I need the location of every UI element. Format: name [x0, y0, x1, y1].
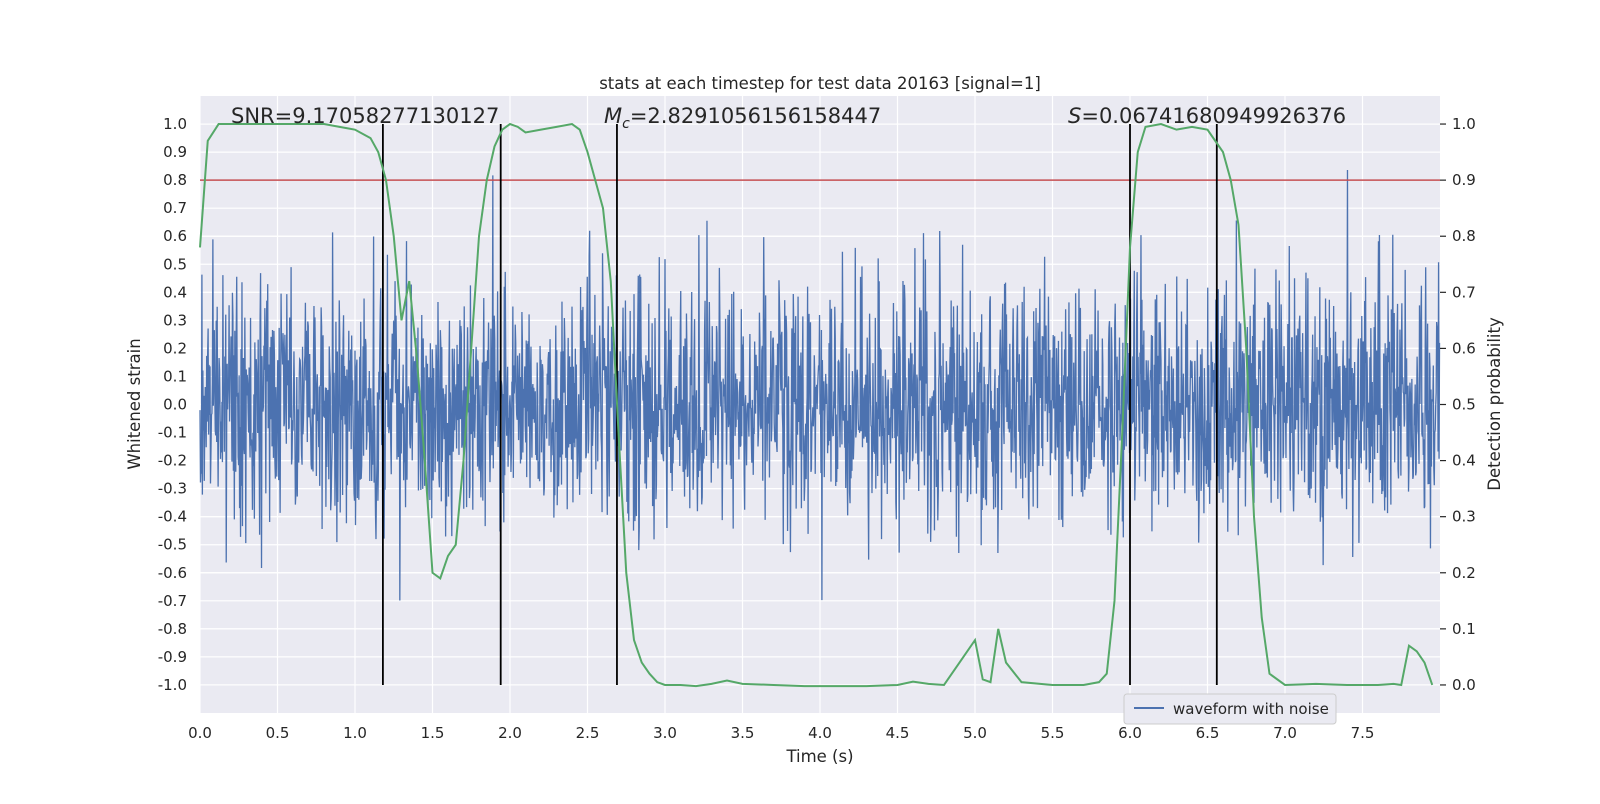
- x-tick-label: 6.0: [1118, 724, 1142, 742]
- y-right-tick-label: 0.8: [1452, 227, 1476, 245]
- y-left-tick-label: -0.7: [158, 592, 187, 610]
- x-tick-label: 1.5: [421, 724, 445, 742]
- y-left-tick-label: 0.0: [163, 396, 187, 414]
- y-right-tick-label: 0.9: [1452, 171, 1476, 189]
- x-tick-label: 1.0: [343, 724, 367, 742]
- x-tick-label: 0.0: [188, 724, 212, 742]
- y-left-tick-label: -0.2: [158, 452, 187, 470]
- y-right-tick-label: 0.4: [1452, 452, 1476, 470]
- spin-value: =0.06741680949926376: [1081, 104, 1346, 128]
- x-tick-label: 3.0: [653, 724, 677, 742]
- y-right-tick-label: 0.1: [1452, 620, 1476, 638]
- y-left-tick-label: -0.6: [158, 564, 187, 582]
- y-left-tick-label: 0.3: [163, 311, 187, 329]
- x-tick-label: 2.0: [498, 724, 522, 742]
- y-right-tick-label: 0.0: [1452, 676, 1476, 694]
- y-left-tick-label: 1.0: [163, 115, 187, 133]
- y-right-tick-label: 1.0: [1452, 115, 1476, 133]
- x-tick-label: 4.0: [808, 724, 832, 742]
- y-left-tick-label: -0.8: [158, 620, 187, 638]
- y-right-tick-label: 0.2: [1452, 564, 1476, 582]
- axis-ticks: 0.0 0.5 1.0 1.5 2.0 2.5 3.0 3.5 4.0 4.5 5.0 5.5 6.0 6…: [158, 115, 1476, 742]
- y-left-tick-label: 0.9: [163, 143, 187, 161]
- y-right-tick-label: 0.7: [1452, 283, 1476, 301]
- waveform-with-noise-line: [199, 169, 1441, 601]
- x-tick-label: 7.5: [1351, 724, 1375, 742]
- x-tick-label: 2.5: [576, 724, 600, 742]
- y-left-tick-label: -0.4: [158, 508, 187, 526]
- y-left-tick-label: -0.9: [158, 648, 187, 666]
- detection-probability-line: [199, 122, 1434, 688]
- chirp-mass-subscript: c: [622, 116, 630, 132]
- y-left-tick-label: 0.6: [163, 227, 187, 245]
- y-right-tick-label: 0.3: [1452, 508, 1476, 526]
- y-left-tick-label: 0.1: [163, 367, 187, 385]
- x-tick-label: 5.0: [963, 724, 987, 742]
- detection-probability-series: [199, 122, 1434, 688]
- y-left-tick-label: 0.7: [163, 199, 187, 217]
- x-tick-label: 4.5: [886, 724, 910, 742]
- waveform-with-noise-series: [199, 169, 1441, 601]
- y-left-tick-label: 0.5: [163, 255, 187, 273]
- spin-symbol: S: [1068, 104, 1081, 128]
- y-left-tick-label: 0.2: [163, 339, 187, 357]
- y-left-tick-label: -0.5: [158, 536, 187, 554]
- y-right-tick-label: 0.6: [1452, 339, 1476, 357]
- legend-box: [1123, 693, 1337, 725]
- chirp-mass-annotation: Mc=2.8291056156158447: [604, 104, 881, 132]
- chart-title: stats at each timestep for test data 201…: [599, 74, 1041, 93]
- x-tick-label: 6.5: [1196, 724, 1220, 742]
- x-axis-label: Time (s): [785, 747, 853, 766]
- legend: waveform with noise: [1123, 693, 1337, 725]
- y-left-tick-label: 0.8: [163, 171, 187, 189]
- spin-annotation: S=0.06741680949926376: [1068, 104, 1346, 128]
- y-axis-left-label: Whitened strain: [125, 338, 144, 469]
- x-tick-label: 0.5: [266, 724, 290, 742]
- y-right-tick-label: 0.5: [1452, 396, 1476, 414]
- y-left-tick-label: -1.0: [158, 676, 187, 694]
- x-tick-label: 5.5: [1041, 724, 1065, 742]
- x-tick-label: 7.0: [1273, 724, 1297, 742]
- y-left-tick-label: -0.1: [158, 424, 187, 442]
- y-left-tick-label: -0.3: [158, 480, 187, 498]
- chirp-mass-value: =2.8291056156158447: [630, 104, 881, 128]
- y-axis-right-label: Detection probability: [1485, 317, 1504, 491]
- legend-label: waveform with noise: [1173, 700, 1329, 718]
- snr-annotation: SNR=9.17058277130127: [231, 104, 499, 128]
- chirp-mass-symbol: M: [604, 104, 622, 128]
- x-tick-label: 3.5: [731, 724, 755, 742]
- y-left-tick-label: 0.4: [163, 283, 187, 301]
